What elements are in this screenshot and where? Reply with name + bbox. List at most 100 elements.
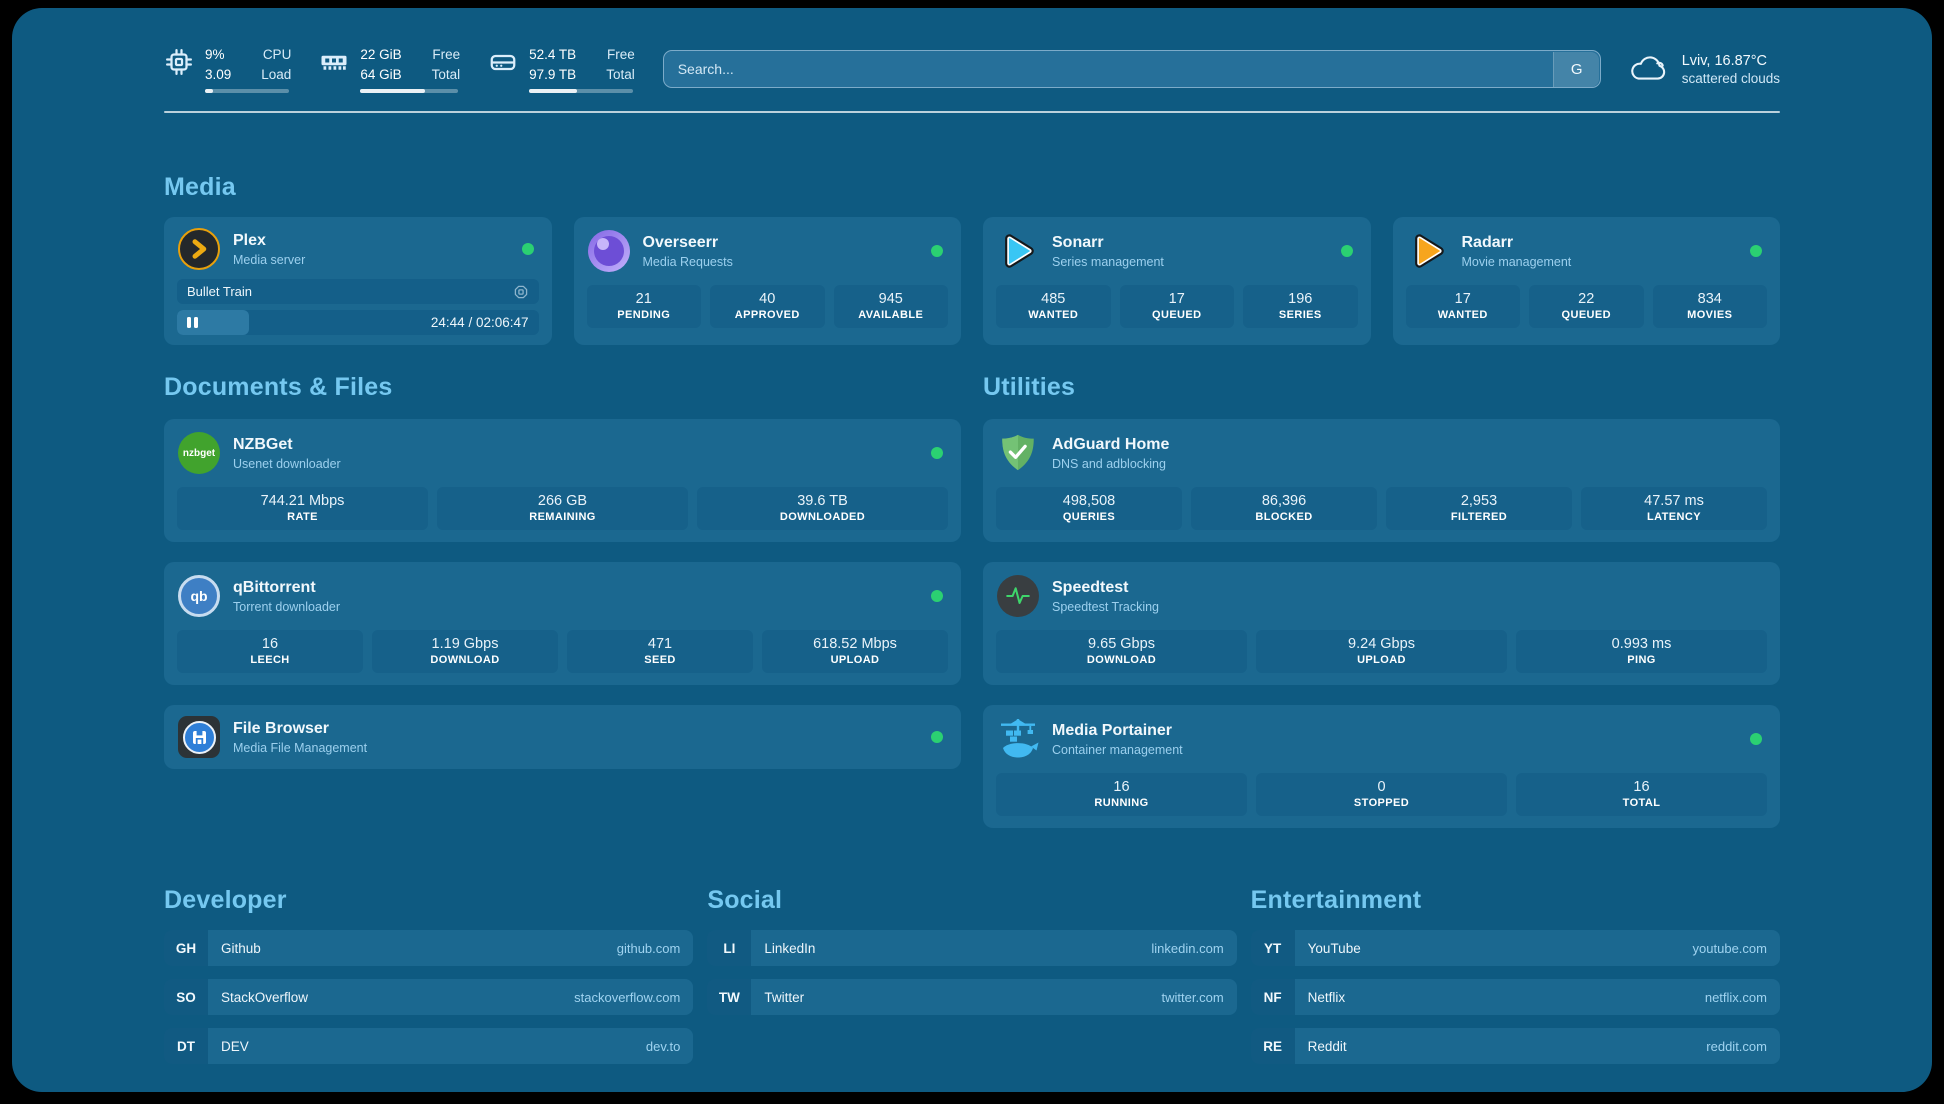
- bookmark-name: YouTube: [1307, 940, 1361, 956]
- status-online-dot: [1750, 733, 1762, 745]
- ram-label-1: Free: [432, 46, 461, 62]
- cpu-stat: 9% 3.09 CPU Load: [164, 45, 292, 94]
- service-subtitle: Media server: [233, 252, 306, 267]
- plex-icon: [177, 227, 221, 271]
- bookmark-abbr: YT: [1250, 930, 1295, 966]
- service-card-sonarr[interactable]: Sonarr Series management 485 WANTED 17 Q…: [983, 217, 1371, 345]
- bookmark-name: LinkedIn: [764, 940, 816, 956]
- bookmark-url: netflix.com: [1704, 989, 1767, 1005]
- service-subtitle: Movie management: [1461, 254, 1572, 269]
- pause-icon[interactable]: [187, 317, 198, 328]
- cpu-value-2: 3.09: [205, 66, 232, 82]
- service-card-filebrowser[interactable]: File Browser Media File Management: [164, 705, 961, 769]
- status-online-dot: [1750, 245, 1762, 257]
- disk-stat: 52.4 TB 97.9 TB Free Total: [488, 45, 635, 94]
- section-title-utilities: Utilities: [983, 373, 1076, 401]
- bookmark-name: StackOverflow: [221, 989, 309, 1005]
- service-subtitle: Usenet downloader: [233, 456, 341, 471]
- search-input[interactable]: [662, 50, 1601, 88]
- bookmark-abbr: RE: [1250, 1028, 1295, 1064]
- media-card-grid: Plex Media server Bullet Train 24:44 / 0…: [164, 217, 1780, 345]
- stat-box: 16 RUNNING: [996, 773, 1247, 816]
- service-card-speedtest[interactable]: Speedtest Speedtest Tracking 9.65 Gbps D…: [983, 562, 1780, 685]
- radarr-icon: [1406, 229, 1450, 273]
- now-playing-progress[interactable]: 24:44 / 02:06:47: [177, 310, 539, 335]
- service-subtitle: Torrent downloader: [233, 599, 341, 614]
- service-card-nzbget[interactable]: nzbget NZBGet Usenet downloader 744.21 M…: [164, 419, 961, 542]
- stat-box: 266 GB REMAINING: [437, 487, 688, 530]
- stat-box: 16 LEECH: [177, 630, 363, 673]
- utilities-column: Utilities AdGuard Home DNS and adblockin…: [983, 373, 1780, 828]
- cpu-label-1: CPU: [262, 46, 292, 62]
- ram-stat: 22 GiB 64 GiB Free Total: [319, 45, 461, 94]
- disk-value-1: 52.4 TB: [529, 46, 577, 62]
- status-online-dot: [931, 245, 943, 257]
- disk-progress-track: [529, 88, 633, 94]
- now-playing-title: Bullet Train: [187, 284, 253, 299]
- gear-icon[interactable]: [513, 284, 529, 300]
- search-bar: G: [662, 50, 1601, 88]
- stat-box: 471 SEED: [567, 630, 753, 673]
- service-card-qbittorrent[interactable]: qb qBittorrent Torrent downloader 16 LEE…: [164, 562, 961, 685]
- service-card-overseerr[interactable]: Overseerr Media Requests 21 PENDING 40 A…: [573, 217, 961, 345]
- bookmark-name: Github: [221, 940, 261, 956]
- stat-box: 21 PENDING: [586, 285, 701, 328]
- service-name: AdGuard Home: [1052, 435, 1170, 453]
- dashboard: 9% 3.09 CPU Load: [12, 8, 1932, 1092]
- search-provider-button[interactable]: G: [1553, 51, 1600, 87]
- bookmark-linkedin[interactable]: LI LinkedIn linkedin.com: [707, 930, 1237, 966]
- weather-widget: Lviv, 16.87°C scattered clouds: [1629, 53, 1780, 86]
- header-divider: [164, 111, 1780, 113]
- bookmark-twitter[interactable]: TW Twitter twitter.com: [707, 979, 1237, 1015]
- stat-box: 22 QUEUED: [1529, 285, 1644, 328]
- section-title-social: Social: [707, 886, 783, 914]
- status-online-dot: [931, 447, 943, 459]
- bookmark-github[interactable]: GH Github github.com: [164, 930, 694, 966]
- bookmark-url: linkedin.com: [1151, 940, 1224, 956]
- bookmark-name: Twitter: [764, 989, 805, 1005]
- adguard-icon: [996, 431, 1040, 475]
- disk-value-2: 97.9 TB: [529, 66, 577, 82]
- service-subtitle: Series management: [1052, 254, 1164, 269]
- disk-progress-fill: [529, 88, 577, 94]
- overseerr-icon: [587, 229, 631, 273]
- service-name: Plex: [233, 231, 266, 249]
- qbittorrent-icon: qb: [177, 574, 221, 618]
- filebrowser-icon: [177, 715, 221, 759]
- service-card-radarr[interactable]: Radarr Movie management 17 WANTED 22 QUE…: [1392, 217, 1780, 345]
- bookmark-reddit[interactable]: RE Reddit reddit.com: [1250, 1028, 1780, 1064]
- stat-box: 16 TOTAL: [1516, 773, 1767, 816]
- stat-box: 834 MOVIES: [1652, 285, 1767, 328]
- stat-box: 2,953 FILTERED: [1386, 487, 1572, 530]
- service-card-portainer[interactable]: Media Portainer Container management 16 …: [983, 705, 1780, 828]
- bookmark-youtube[interactable]: YT YouTube youtube.com: [1250, 930, 1780, 966]
- bookmark-netflix[interactable]: NF Netflix netflix.com: [1250, 979, 1780, 1015]
- ram-progress-fill: [360, 88, 425, 94]
- disk-icon: [490, 54, 516, 71]
- bookmark-name: DEV: [221, 1038, 249, 1054]
- bookmark-abbr: DT: [164, 1028, 208, 1064]
- service-name: File Browser: [233, 719, 330, 737]
- bookmark-url: github.com: [616, 940, 681, 956]
- service-name: Overseerr: [642, 233, 719, 251]
- cpu-label-2: Load: [261, 66, 292, 82]
- service-card-plex[interactable]: Plex Media server Bullet Train 24:44 / 0…: [164, 217, 552, 345]
- ram-label-2: Total: [431, 66, 461, 82]
- bookmark-name: Netflix: [1307, 989, 1346, 1005]
- cpu-value-1: 9%: [205, 46, 225, 62]
- stat-box: 9.24 Gbps UPLOAD: [1256, 630, 1507, 673]
- bookmark-stackoverflow[interactable]: SO StackOverflow stackoverflow.com: [164, 979, 694, 1015]
- stat-box: 9.65 Gbps DOWNLOAD: [996, 630, 1247, 673]
- portainer-icon: [996, 717, 1040, 761]
- now-playing-time: 24:44 / 02:06:47: [430, 315, 529, 330]
- status-online-dot: [931, 590, 943, 602]
- bookmark-group-social: Social LI LinkedIn linkedin.com TW Twitt…: [707, 886, 1237, 1064]
- stat-box: 17 WANTED: [1405, 285, 1520, 328]
- ram-value-2: 64 GiB: [360, 66, 402, 82]
- bookmark-group-developer: Developer GH Github github.com SO StackO…: [164, 886, 694, 1064]
- stat-box: 485 WANTED: [996, 285, 1111, 328]
- service-card-adguard[interactable]: AdGuard Home DNS and adblocking 498,508 …: [983, 419, 1780, 542]
- bookmark-dev[interactable]: DT DEV dev.to: [164, 1028, 694, 1064]
- stat-box: 86,396 BLOCKED: [1191, 487, 1377, 530]
